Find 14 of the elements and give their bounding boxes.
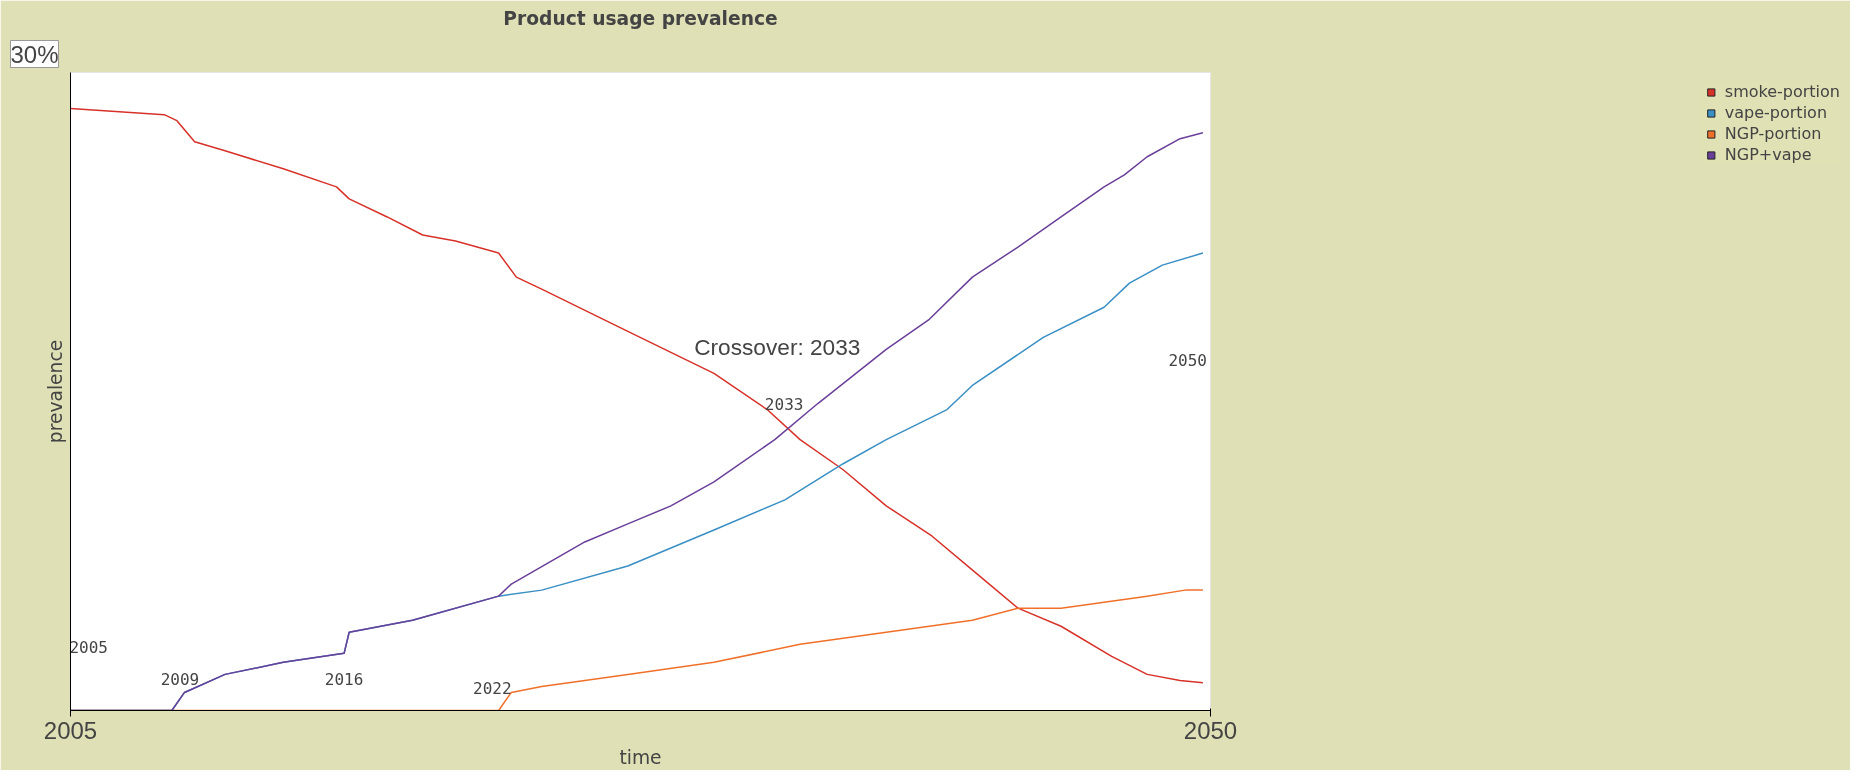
- x-axis-title: time: [619, 746, 662, 768]
- annotation: 2050: [1168, 350, 1207, 370]
- legend-label: smoke-portion: [1724, 82, 1840, 101]
- annotation: 2009: [160, 669, 200, 689]
- text: 30%: [10, 40, 59, 68]
- annotation: 2016: [324, 669, 364, 689]
- annotation: 2022: [473, 679, 512, 699]
- annotation: 2033: [764, 395, 804, 415]
- chart-title: Product usage prevalence: [503, 7, 778, 29]
- annotation: Crossover: 2033: [694, 333, 861, 360]
- legend-label: NGP-portion: [1724, 124, 1822, 143]
- legend-label: vape-portion: [1724, 103, 1828, 122]
- legend-label: NGP+vape: [1724, 145, 1812, 164]
- y-axis-title: prevalence: [44, 339, 66, 444]
